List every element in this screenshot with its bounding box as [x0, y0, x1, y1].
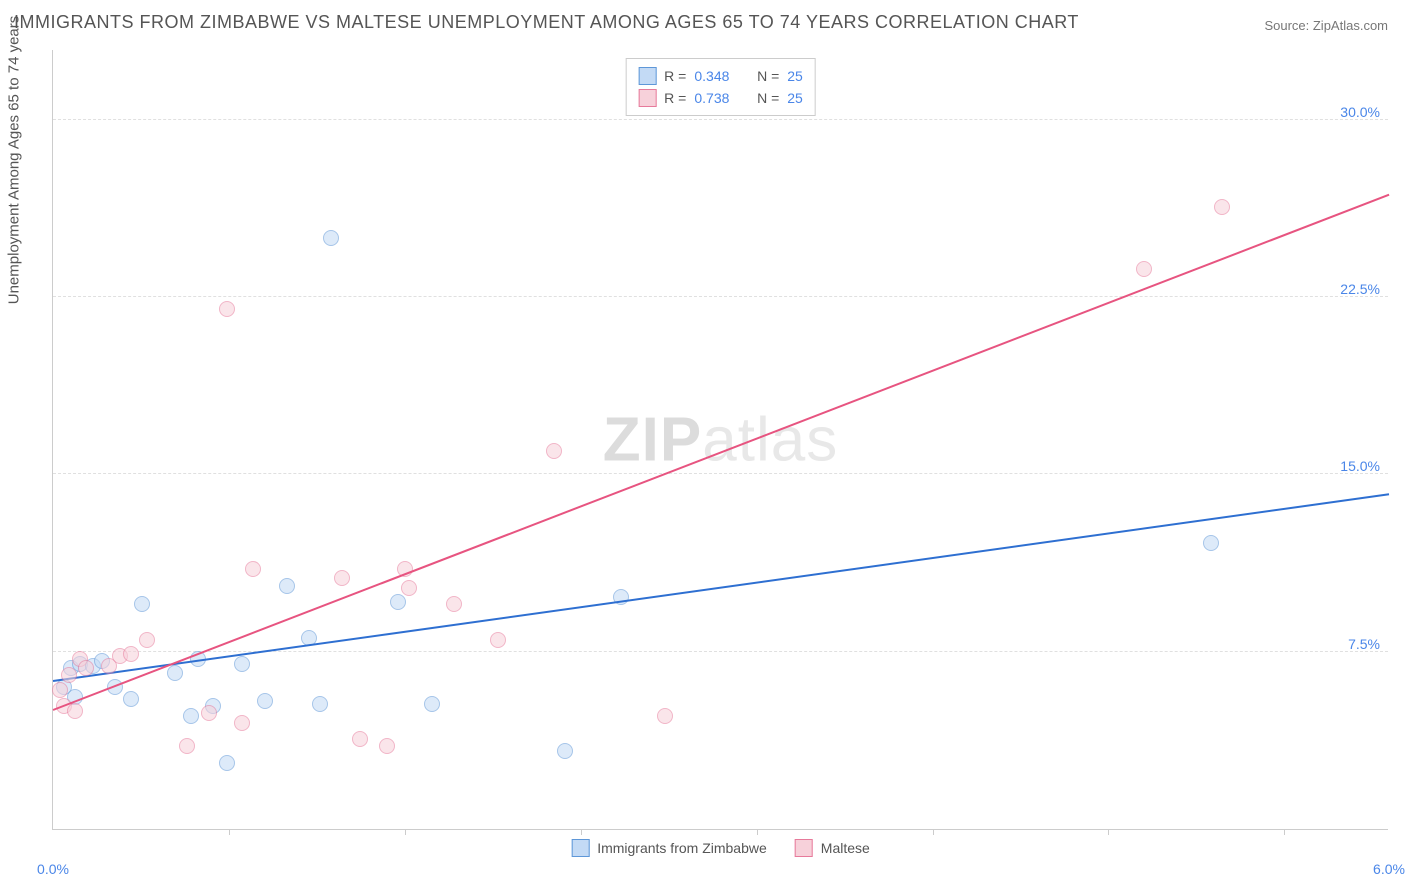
stats-row: R = 0.738 N = 25 [638, 87, 803, 109]
r-value: 0.348 [694, 68, 729, 84]
n-value: 25 [787, 90, 803, 106]
data-point [490, 632, 506, 648]
data-point [78, 660, 94, 676]
data-point [1214, 199, 1230, 215]
legend-item: Maltese [795, 839, 870, 857]
stats-row: R = 0.348 N = 25 [638, 65, 803, 87]
data-point [245, 561, 261, 577]
legend-swatch [638, 89, 656, 107]
data-point [546, 443, 562, 459]
data-point [379, 738, 395, 754]
x-axis-max-label: 6.0% [1373, 861, 1405, 877]
n-value: 25 [787, 68, 803, 84]
r-label: R = [664, 68, 686, 84]
data-point [312, 696, 328, 712]
trend-line [53, 194, 1390, 711]
data-point [167, 665, 183, 681]
data-point [134, 596, 150, 612]
data-point [557, 743, 573, 759]
data-point [123, 691, 139, 707]
data-point [219, 755, 235, 771]
x-tick [933, 829, 934, 835]
legend-swatch [638, 67, 656, 85]
data-point [401, 580, 417, 596]
source-label: Source: ZipAtlas.com [1264, 18, 1388, 33]
x-tick [229, 829, 230, 835]
stats-legend: R = 0.348 N = 25R = 0.738 N = 25 [625, 58, 816, 116]
data-point [1203, 535, 1219, 551]
data-point [61, 667, 77, 683]
n-label: N = [757, 68, 779, 84]
watermark: ZIPatlas [603, 404, 838, 475]
gridline [53, 473, 1388, 474]
data-point [179, 738, 195, 754]
y-tick-label: 22.5% [1340, 281, 1380, 297]
data-point [323, 230, 339, 246]
n-label: N = [757, 90, 779, 106]
data-point [139, 632, 155, 648]
trend-line [53, 494, 1389, 683]
data-point [183, 708, 199, 724]
x-tick [581, 829, 582, 835]
r-value: 0.738 [694, 90, 729, 106]
y-tick-label: 30.0% [1340, 104, 1380, 120]
legend-item: Immigrants from Zimbabwe [571, 839, 767, 857]
gridline [53, 296, 1388, 297]
plot-area: ZIPatlas R = 0.348 N = 25R = 0.738 N = 2… [52, 50, 1388, 830]
data-point [1136, 261, 1152, 277]
data-point [52, 682, 68, 698]
series-name: Maltese [821, 840, 870, 856]
x-axis-min-label: 0.0% [37, 861, 69, 877]
data-point [234, 715, 250, 731]
legend-swatch [571, 839, 589, 857]
legend-swatch [795, 839, 813, 857]
data-point [279, 578, 295, 594]
data-point [390, 594, 406, 610]
y-tick-label: 7.5% [1348, 636, 1380, 652]
data-point [352, 731, 368, 747]
data-point [201, 705, 217, 721]
x-tick [405, 829, 406, 835]
y-tick-label: 15.0% [1340, 458, 1380, 474]
chart-title: IMMIGRANTS FROM ZIMBABWE VS MALTESE UNEM… [14, 12, 1079, 33]
x-tick [1108, 829, 1109, 835]
r-label: R = [664, 90, 686, 106]
gridline [53, 119, 1388, 120]
data-point [234, 656, 250, 672]
x-tick [1284, 829, 1285, 835]
series-name: Immigrants from Zimbabwe [597, 840, 767, 856]
x-tick [757, 829, 758, 835]
data-point [257, 693, 273, 709]
series-legend: Immigrants from Zimbabwe Maltese [571, 839, 870, 857]
data-point [424, 696, 440, 712]
chart-container: IMMIGRANTS FROM ZIMBABWE VS MALTESE UNEM… [0, 0, 1406, 892]
data-point [334, 570, 350, 586]
data-point [657, 708, 673, 724]
data-point [123, 646, 139, 662]
data-point [219, 301, 235, 317]
data-point [446, 596, 462, 612]
y-axis-label: Unemployment Among Ages 65 to 74 years [6, 16, 23, 305]
data-point [67, 703, 83, 719]
